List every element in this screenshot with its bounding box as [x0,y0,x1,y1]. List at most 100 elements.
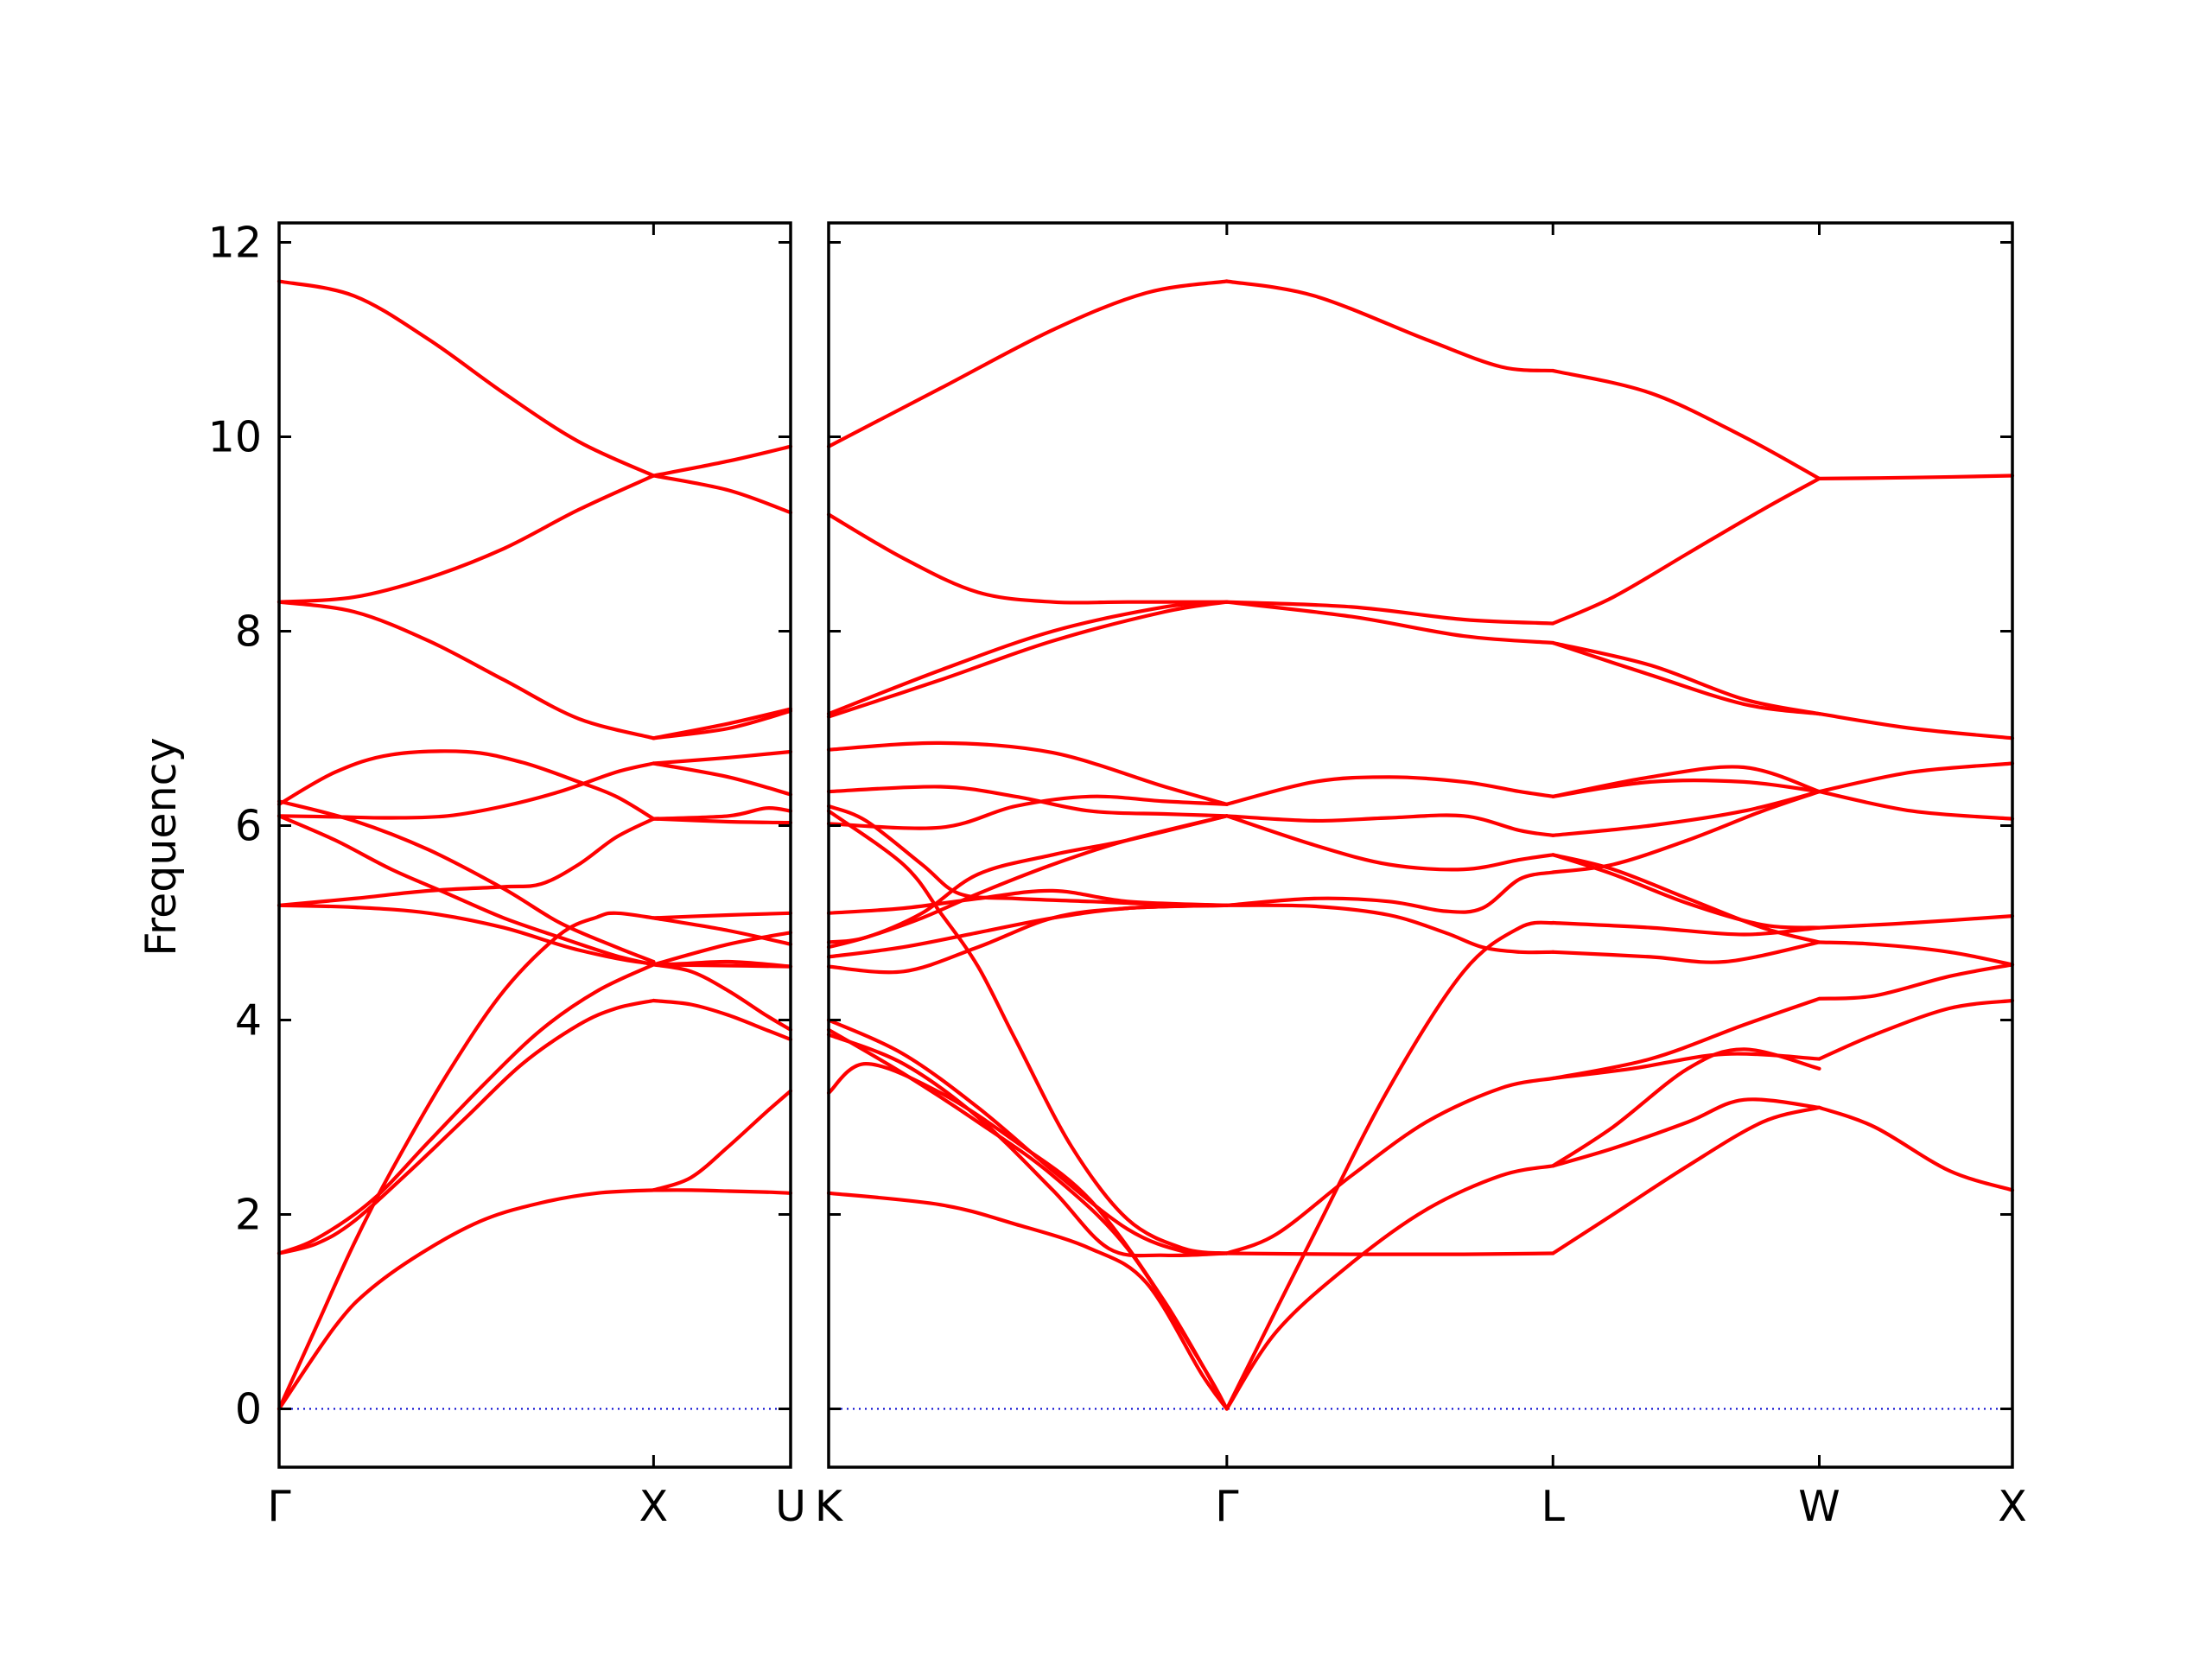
band-line-left-10 [652,911,793,920]
band-line-right-55 [1224,279,1555,373]
band-line-right-15 [1817,998,2015,1061]
x-tick-label-right-0: K [815,1482,844,1531]
band-line-right-45 [826,600,1229,719]
band-line-right-56 [1551,368,1821,480]
band-line-right-1 [826,1062,1229,1411]
band-line-left-20 [276,749,656,821]
y-tick-label: 6 [235,802,262,851]
x-tick-label-left-2: U [775,1482,806,1531]
y-tick-label: 8 [235,607,262,657]
y-tick-label: 0 [235,1385,262,1434]
band-line-right-30 [1224,814,1555,872]
band-line-right-3 [826,1018,1229,1256]
band-line-right-21 [1817,914,2015,930]
band-line-right-53 [1817,474,2015,480]
band-line-left-22 [276,600,656,741]
band-line-right-4 [826,1033,1229,1258]
band-line-left-18 [652,749,793,766]
y-axis-label: Frequency [137,737,186,956]
band-line-left-25 [276,474,656,604]
band-line-right-10 [1551,1105,1821,1255]
band-line-right-23 [826,903,1229,959]
band-line-right-9 [1224,1251,1555,1256]
band-line-left-0 [276,1188,656,1411]
band-line-right-44 [826,600,1229,716]
band-line-left-15 [276,817,656,907]
band-line-right-47 [1224,600,1555,645]
band-line-right-12 [1551,1047,1821,1168]
band-line-right-7 [1224,1164,1555,1411]
band-line-right-5 [826,809,1229,1255]
x-tick-label-left-1: X [639,1482,669,1531]
band-line-right-39 [1551,765,1821,798]
y-tick-label: 10 [208,413,262,462]
band-line-left-7 [652,963,793,1032]
band-line-right-40 [1551,790,1821,837]
x-tick-label-right-2: L [1541,1482,1566,1531]
band-line-right-6 [1224,920,1555,1411]
band-line-left-3 [276,998,656,1255]
band-line-left-19 [652,817,793,825]
plot-frame-right [827,221,2014,1469]
band-line-left-4 [276,963,656,1255]
band-line-right-18 [1551,940,1821,964]
x-tick-label-right-3: W [1798,1482,1840,1531]
y-tick-label: 4 [235,996,262,1046]
band-line-right-20 [1551,920,1821,937]
band-line-left-16 [652,806,793,821]
band-line-left-1 [652,1089,793,1192]
band-line-left-2 [652,1188,793,1195]
band-line-right-19 [1817,940,2015,967]
band-line-right-35 [826,785,1229,818]
band-line-right-52 [1551,476,1821,626]
band-line-left-17 [276,761,656,820]
band-line-left-6 [652,998,793,1042]
band-line-right-49 [1551,640,1821,716]
band-line-left-26 [652,444,793,478]
band-line-right-0 [826,1191,1229,1411]
band-line-left-28 [276,279,656,478]
band-line-left-12 [276,814,656,967]
band-line-right-8 [1224,1076,1555,1255]
band-line-right-43 [826,741,1229,806]
band-line-left-21 [652,761,793,797]
band-line-left-14 [276,799,656,964]
band-line-right-2 [826,1027,1229,1411]
band-line-right-26 [1551,853,1821,944]
band-line-left-5 [276,911,656,1411]
band-line-right-22 [826,903,1229,975]
band-line-left-27 [652,474,793,515]
band-line-right-14 [1817,1105,2015,1192]
band-line-right-36 [1224,813,1555,837]
band-line-right-11 [1551,1097,1821,1168]
band-line-right-25 [1224,870,1555,914]
y-tick-label: 2 [235,1191,262,1240]
band-line-right-37 [1224,775,1555,806]
band-line-right-42 [1817,790,2015,821]
band-line-right-24 [1224,903,1555,955]
x-tick-label-right-4: X [1998,1482,2027,1531]
band-line-right-13 [1551,1052,1821,1081]
band-line-right-48 [1551,640,1821,716]
x-tick-label-left-0: Γ [267,1482,291,1531]
band-line-right-46 [1224,600,1555,626]
plot-frame-left [277,221,792,1469]
band-line-left-8 [652,931,793,967]
band-line-right-29 [826,814,1229,950]
band-line-right-27 [826,888,1229,915]
left-panel: 0 2 4 6 8 10 12 Γ X U [208,219,806,1532]
band-line-right-41 [1817,761,2015,794]
x-tick-label-right-1: Γ [1215,1482,1239,1531]
band-line-right-16 [1551,996,1821,1081]
band-line-right-32 [1551,853,1821,930]
band-line-right-17 [1817,963,2015,1001]
y-tick-label: 12 [208,219,262,268]
band-line-right-54 [826,279,1229,448]
band-line-right-51 [826,512,1229,605]
band-line-right-50 [1817,712,2015,741]
band-line-left-11 [276,903,793,969]
band-line-left-24 [652,707,793,741]
band-line-left-13 [652,916,793,946]
